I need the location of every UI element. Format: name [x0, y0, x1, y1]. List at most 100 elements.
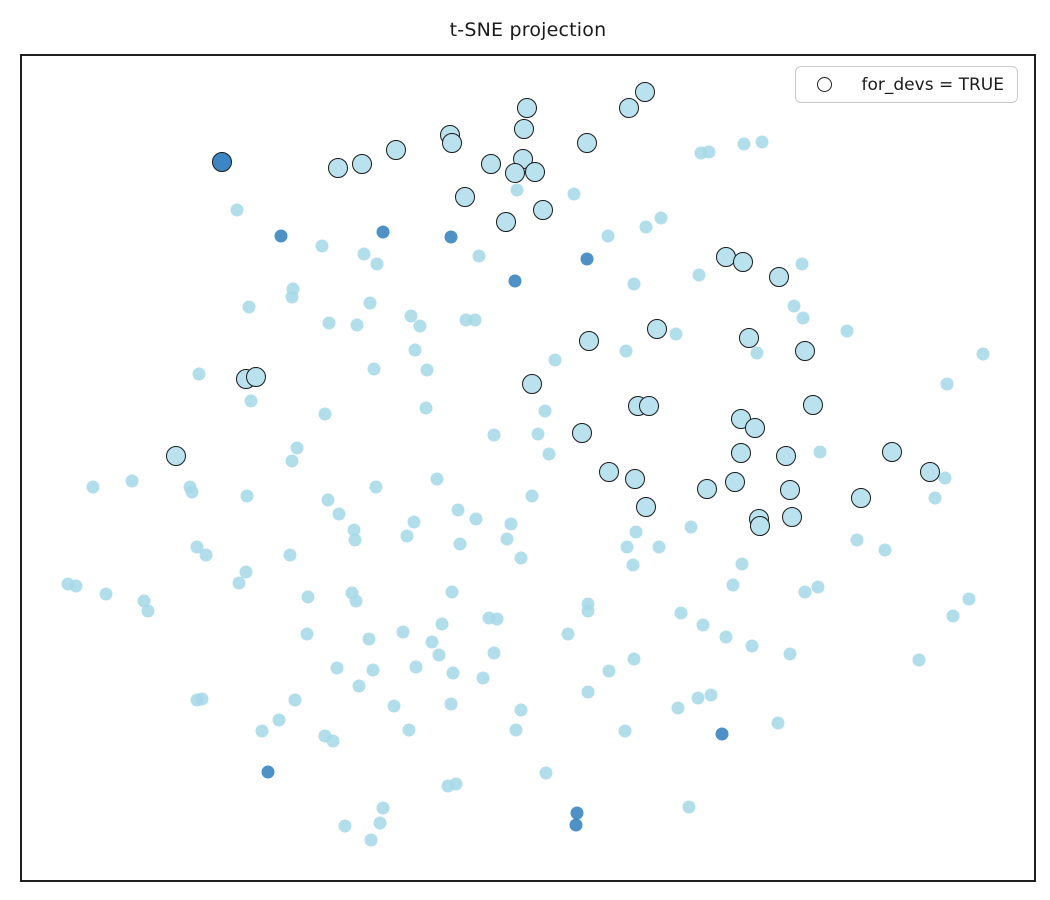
- background-light-point: [487, 428, 501, 442]
- for-devs-true-light-point: [750, 516, 770, 536]
- background-light-point: [347, 523, 361, 537]
- background-light-point: [938, 471, 952, 485]
- background-light-point: [322, 316, 336, 330]
- for-devs-true-light-point: [780, 480, 800, 500]
- background-dark-point: [274, 229, 288, 243]
- for-devs-true-light-point: [635, 82, 655, 102]
- background-light-point: [244, 394, 258, 408]
- background-light-point: [364, 833, 378, 847]
- background-light-point: [490, 612, 504, 626]
- for-devs-true-light-point: [739, 328, 759, 348]
- background-dark-point: [580, 252, 594, 266]
- background-light-point: [525, 489, 539, 503]
- background-light-point: [639, 220, 653, 234]
- background-light-point: [798, 585, 812, 599]
- legend: for_devs = TRUE: [794, 66, 1018, 103]
- for-devs-true-light-point: [328, 158, 348, 178]
- for-devs-true-light-point: [572, 423, 592, 443]
- background-light-point: [671, 701, 685, 715]
- for-devs-true-light-point: [577, 133, 597, 153]
- background-light-point: [444, 697, 458, 711]
- background-light-point: [472, 249, 486, 263]
- background-light-point: [402, 723, 416, 737]
- background-light-point: [332, 507, 346, 521]
- background-light-point: [449, 777, 463, 791]
- background-light-point: [469, 512, 483, 526]
- background-light-point: [811, 580, 825, 594]
- background-light-point: [674, 606, 688, 620]
- for-devs-true-light-point: [352, 154, 372, 174]
- background-light-point: [976, 347, 990, 361]
- background-light-point: [539, 766, 553, 780]
- background-light-point: [581, 685, 595, 699]
- background-light-point: [542, 447, 556, 461]
- background-light-point: [626, 558, 640, 572]
- background-light-point: [691, 691, 705, 705]
- for-devs-true-light-point: [882, 442, 902, 462]
- for-devs-true-light-point: [639, 396, 659, 416]
- for-devs-true-light-point: [731, 443, 751, 463]
- background-light-point: [435, 617, 449, 631]
- background-light-point: [318, 407, 332, 421]
- background-light-point: [627, 652, 641, 666]
- background-dark-point: [508, 274, 522, 288]
- for-devs-true-light-point: [733, 252, 753, 272]
- background-light-point: [199, 548, 213, 562]
- background-light-point: [684, 520, 698, 534]
- background-light-point: [409, 660, 423, 674]
- background-light-point: [419, 401, 433, 415]
- background-light-point: [425, 635, 439, 649]
- for-devs-true-light-point: [745, 418, 765, 438]
- background-light-point: [369, 480, 383, 494]
- background-light-point: [315, 239, 329, 253]
- background-light-point: [510, 183, 524, 197]
- background-light-point: [627, 277, 641, 291]
- background-light-point: [407, 515, 421, 529]
- background-light-point: [745, 639, 759, 653]
- background-light-point: [232, 576, 246, 590]
- background-light-point: [445, 585, 459, 599]
- background-light-point: [99, 587, 113, 601]
- background-light-point: [370, 257, 384, 271]
- background-light-point: [620, 540, 634, 554]
- background-light-point: [726, 578, 740, 592]
- background-light-point: [682, 800, 696, 814]
- for-devs-true-light-point: [505, 163, 525, 183]
- background-light-point: [487, 646, 501, 660]
- background-light-point: [86, 480, 100, 494]
- for-devs-true-light-point: [481, 154, 501, 174]
- background-light-point: [750, 346, 764, 360]
- background-light-point: [432, 648, 446, 662]
- background-light-point: [137, 594, 151, 608]
- background-light-point: [408, 343, 422, 357]
- background-light-point: [795, 257, 809, 271]
- background-light-point: [239, 565, 253, 579]
- background-light-point: [366, 663, 380, 677]
- background-light-point: [242, 300, 256, 314]
- background-light-point: [288, 693, 302, 707]
- background-light-point: [451, 503, 465, 517]
- for-devs-true-light-point: [782, 507, 802, 527]
- background-light-point: [240, 489, 254, 503]
- background-light-point: [702, 145, 716, 159]
- background-light-point: [783, 647, 797, 661]
- background-light-point: [362, 632, 376, 646]
- background-light-point: [669, 327, 683, 341]
- background-light-point: [338, 819, 352, 833]
- background-light-point: [602, 664, 616, 678]
- background-light-point: [349, 594, 363, 608]
- background-light-point: [912, 653, 926, 667]
- background-light-point: [561, 627, 575, 641]
- for-devs-true-light-point: [522, 374, 542, 394]
- background-light-point: [330, 661, 344, 675]
- background-dark-point: [570, 806, 584, 820]
- background-light-point: [813, 445, 827, 459]
- for-devs-true-light-point: [725, 472, 745, 492]
- background-light-point: [363, 296, 377, 310]
- background-light-point: [840, 324, 854, 338]
- background-dark-point: [444, 230, 458, 244]
- background-light-point: [185, 485, 199, 499]
- background-light-point: [301, 590, 315, 604]
- legend-open-circle-icon: [816, 77, 832, 92]
- background-dark-point: [376, 225, 390, 239]
